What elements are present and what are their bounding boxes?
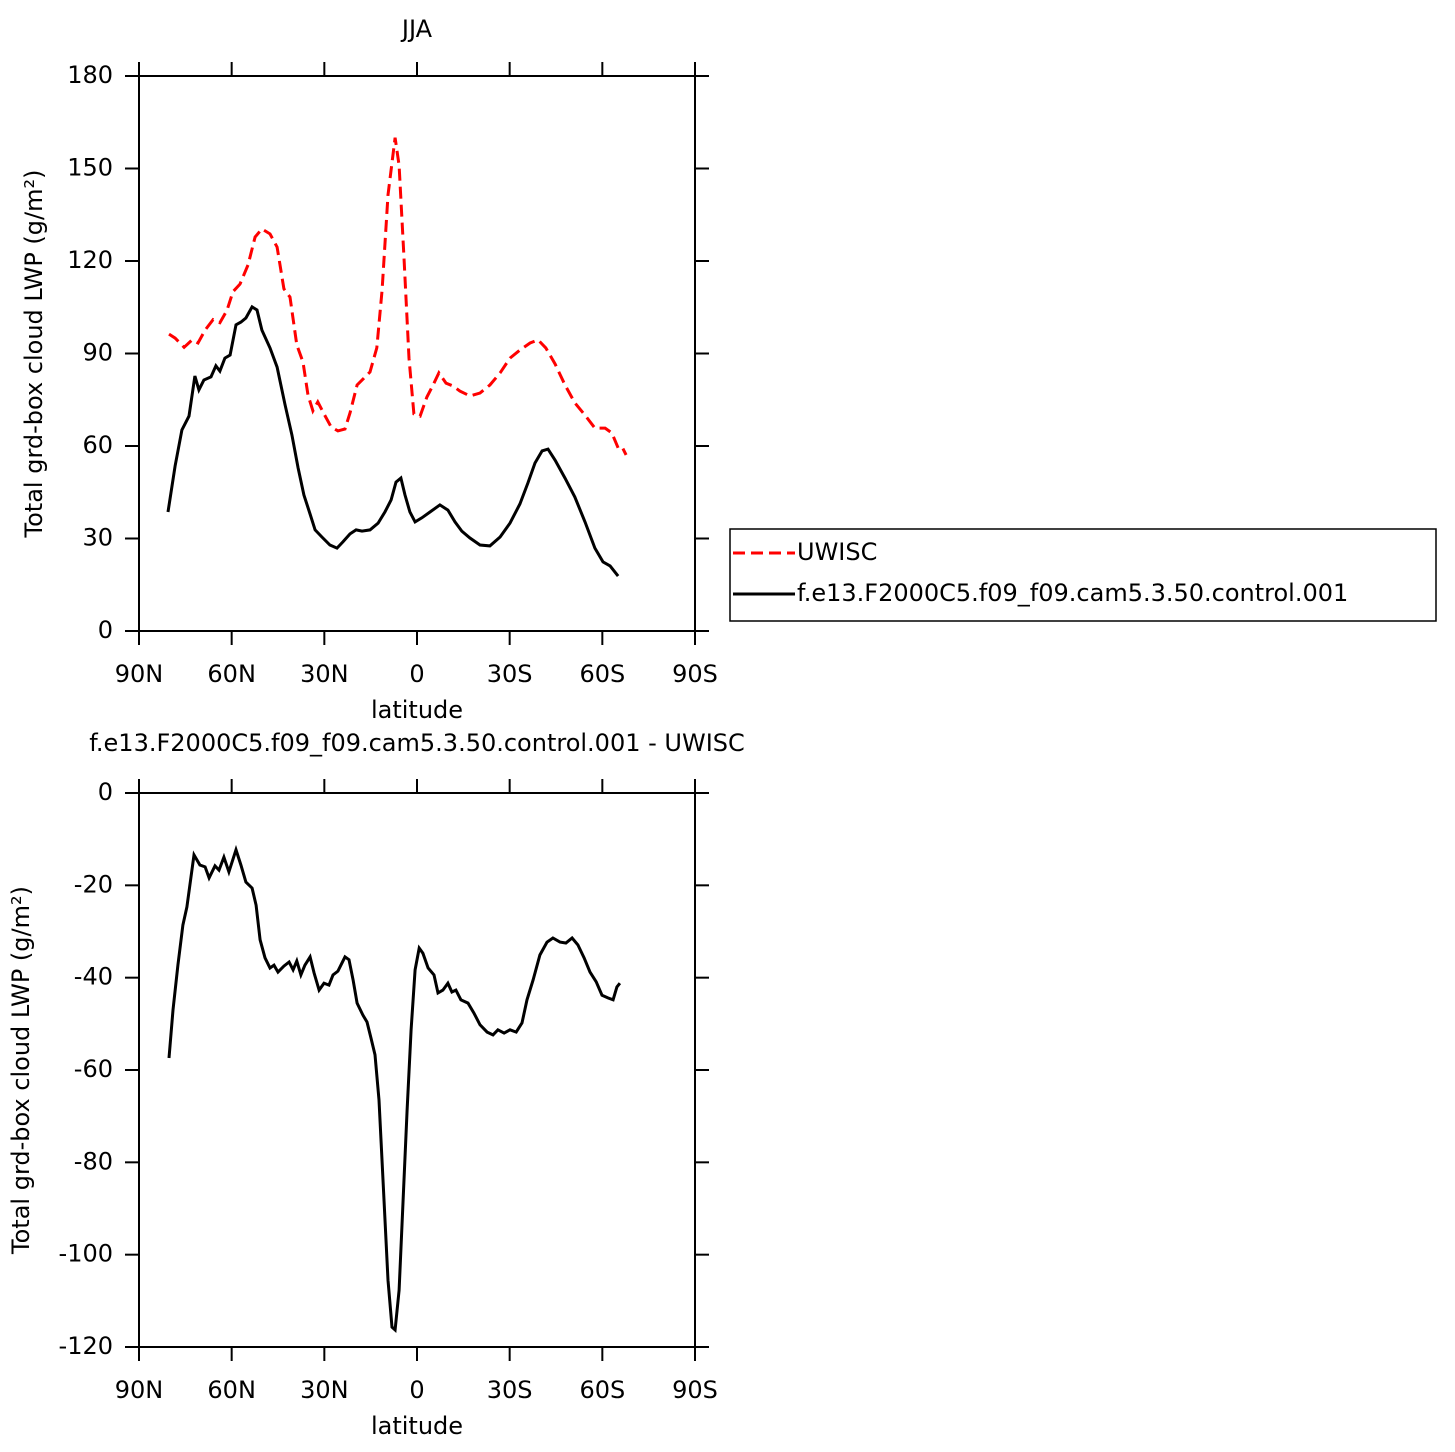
legend-label: UWISC bbox=[797, 538, 877, 566]
data-line bbox=[166, 304, 620, 578]
y-tick-label: 90 bbox=[82, 339, 113, 367]
x-tick-label: 0 bbox=[409, 660, 424, 688]
y-axis-label: Total grd-box cloud LWP (g/m²) bbox=[7, 886, 35, 1255]
plot-frame bbox=[138, 75, 696, 632]
chart-title: JJA bbox=[400, 15, 433, 43]
plot-frame bbox=[138, 792, 696, 1348]
legend-label: f.e13.F2000C5.f09_f09.cam5.3.50.control.… bbox=[797, 579, 1348, 607]
y-tick-label: 30 bbox=[82, 524, 113, 552]
chart-title: f.e13.F2000C5.f09_f09.cam5.3.50.control.… bbox=[89, 729, 745, 757]
x-tick-label: 60N bbox=[207, 660, 256, 688]
y-tick-label: -120 bbox=[59, 1332, 113, 1360]
x-tick-label: 30N bbox=[300, 660, 349, 688]
y-tick-label: -80 bbox=[74, 1147, 113, 1175]
y-tick-label: -20 bbox=[74, 870, 113, 898]
y-tick-label: 60 bbox=[82, 431, 113, 459]
x-tick-label: 60S bbox=[579, 1376, 625, 1404]
data-line bbox=[168, 137, 628, 456]
y-tick-label: -100 bbox=[59, 1240, 113, 1268]
y-tick-label: 0 bbox=[98, 616, 113, 644]
x-tick-label: 0 bbox=[409, 1376, 424, 1404]
y-tick-label: 150 bbox=[67, 154, 113, 182]
y-tick-label: 180 bbox=[67, 61, 113, 89]
y-tick-label: -60 bbox=[74, 1055, 113, 1083]
x-tick-label: 60S bbox=[579, 660, 625, 688]
y-axis-label: Total grd-box cloud LWP (g/m²) bbox=[20, 170, 48, 539]
x-tick-label: 30S bbox=[487, 660, 533, 688]
legend-box bbox=[729, 528, 1437, 622]
x-axis-label: latitude bbox=[371, 1412, 463, 1440]
x-tick-label: 90N bbox=[115, 1376, 164, 1404]
y-tick-label: 0 bbox=[98, 778, 113, 806]
y-tick-label: -40 bbox=[74, 963, 113, 991]
x-tick-label: 90S bbox=[672, 660, 718, 688]
x-tick-label: 30N bbox=[300, 1376, 349, 1404]
x-tick-label: 90S bbox=[672, 1376, 718, 1404]
x-tick-label: 30S bbox=[487, 1376, 533, 1404]
data-line bbox=[167, 844, 622, 1334]
x-tick-label: 90N bbox=[115, 660, 164, 688]
x-tick-label: 60N bbox=[207, 1376, 256, 1404]
x-axis-label: latitude bbox=[371, 696, 463, 724]
y-tick-label: 120 bbox=[67, 246, 113, 274]
